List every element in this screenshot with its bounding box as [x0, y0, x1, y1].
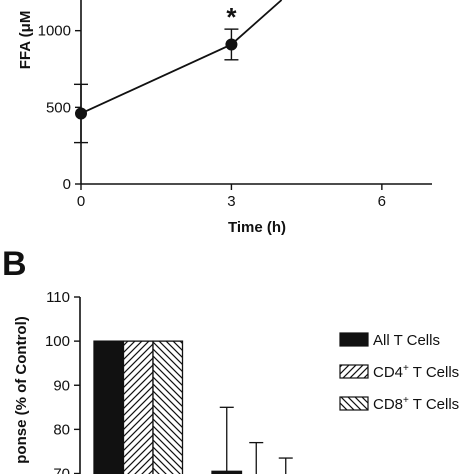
panel-a: 0 500 1000 0 3 6 FFA (μM Time (h) * [17, 0, 432, 236]
legend-label: All T Cells [373, 332, 440, 349]
panel-b: B 70 80 90 100 110 ponse (% of Control) All … [2, 245, 459, 474]
panel-b-bar [152, 340, 184, 474]
panel-b-y-tick-label: 90 [53, 377, 70, 394]
panel-b-y-axis-title: ponse (% of Control) [13, 316, 30, 463]
legend-label-text: T Cells [409, 364, 459, 381]
panel-b-label: B [2, 245, 27, 283]
legend-swatch [339, 332, 369, 347]
panel-a-y-tick-label: 1000 [38, 23, 71, 40]
panel-a-data-point [225, 38, 238, 51]
legend-label: CD4+ T Cells [373, 363, 459, 381]
panel-a-series-line [80, 0, 283, 115]
panel-b-y-tick-label: 100 [45, 333, 70, 350]
panel-a-x-tick-label: 6 [378, 193, 386, 210]
panel-b-bar [122, 340, 154, 474]
legend-label-text: CD8 [373, 396, 403, 413]
panel-a-significance-asterisk: * [226, 2, 237, 32]
legend-label-text: CD4 [373, 364, 403, 381]
panel-b-y-tick-label: 70 [53, 466, 70, 474]
legend-label-superscript: + [403, 395, 409, 406]
panel-b-y-tick-label: 80 [53, 421, 70, 438]
legend-label: CD8+ T Cells [373, 395, 459, 413]
panel-a-x-tick-label: 3 [227, 193, 235, 210]
legend-swatch [339, 364, 369, 379]
legend-label-text: All T Cells [373, 332, 440, 349]
panel-b-bar [93, 340, 125, 474]
panel-a-x-axis-title: Time (h) [228, 219, 286, 236]
panel-a-y-tick-label: 0 [63, 176, 71, 193]
panel-b-y-tick-label: 110 [46, 289, 70, 306]
legend-label-superscript: + [403, 363, 409, 374]
panel-a-x-tick-label: 0 [77, 193, 85, 210]
panel-a-data-point [75, 107, 87, 120]
legend-label-text: T Cells [409, 396, 459, 413]
panel-a-y-tick-label: 500 [46, 99, 71, 116]
legend-swatch [339, 396, 369, 411]
panel-a-y-axis-title: FFA (μM [17, 11, 34, 70]
